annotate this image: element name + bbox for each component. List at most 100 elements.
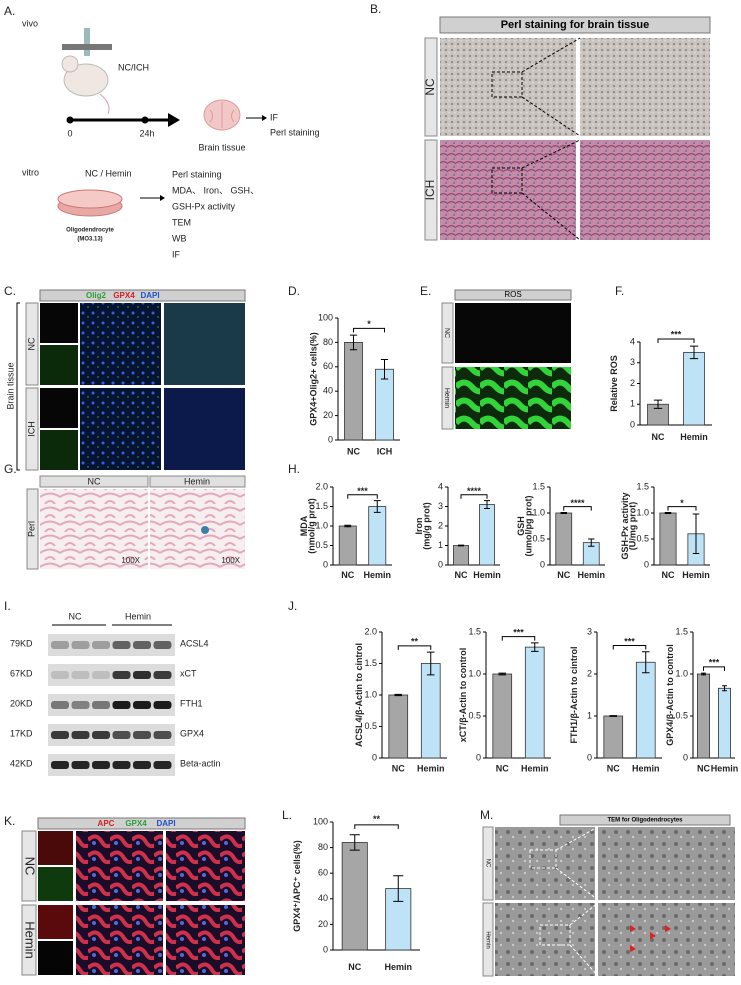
y-tick-label: 100 (318, 312, 333, 322)
time-label: 0 (67, 128, 72, 138)
x-tick-label: ICH (377, 446, 393, 456)
row-label: NC (484, 859, 490, 868)
panel-label: J. (288, 599, 297, 613)
row-label: ICH (26, 421, 36, 437)
bar (555, 512, 573, 566)
y-tick-label: 0 (630, 419, 635, 429)
blots (48, 634, 175, 776)
x-tick-label: NC (347, 446, 360, 456)
error-bar (664, 511, 672, 515)
y-axis-label: Iron (414, 518, 424, 535)
y-tick-label: 1.0 (468, 668, 481, 678)
stain-label: APC (98, 819, 115, 828)
row-box (21, 830, 37, 902)
row-box (26, 488, 39, 570)
y-tick-label: 1.5 (364, 658, 377, 668)
panel-label: I. (4, 599, 11, 613)
y-tick-label: 0 (683, 752, 688, 762)
column-box (39, 475, 149, 488)
image (580, 140, 710, 240)
bar (659, 512, 677, 566)
y-tick-label: 1.5 (636, 481, 649, 491)
significance-label: *** (624, 636, 635, 646)
image (40, 430, 78, 470)
error-bar (394, 693, 403, 697)
error-bar (426, 651, 435, 676)
bar (479, 504, 495, 566)
blot-band (92, 761, 110, 769)
y-tick-label: 0.5 (468, 710, 481, 720)
blot-band (51, 701, 69, 709)
x-tick-label: Hemin (711, 764, 739, 774)
y-tick-label: 2 (587, 668, 592, 678)
blot-band (71, 761, 90, 769)
column-label: NC (88, 476, 101, 486)
assay: IF (172, 249, 181, 259)
blot-strip (48, 754, 175, 776)
error-bar (701, 672, 706, 676)
error-bar (349, 334, 358, 351)
y-tick-label: 0.5 (315, 540, 328, 550)
scale-label: 100X (121, 556, 140, 565)
bar (344, 341, 363, 441)
title-bar (559, 814, 731, 826)
stain-label: GPX4 (125, 819, 147, 828)
image (598, 827, 735, 900)
error-bar (380, 358, 389, 380)
row-label: NC (443, 328, 450, 338)
y-tick-label: 20 (318, 919, 328, 929)
cell-label: Oligodendrocyte (66, 228, 114, 234)
y-tick-label: 0.5 (364, 721, 377, 731)
y-tick-label: 0 (372, 752, 377, 762)
row-label: ICH (423, 180, 437, 201)
bar (492, 673, 513, 759)
image (164, 303, 245, 385)
panel-label: E. (420, 284, 431, 298)
bar (603, 715, 624, 759)
blot-strip (48, 694, 175, 716)
error-bar (344, 524, 352, 528)
y-tick-label: 4 (438, 481, 443, 491)
size-label: 42KD (10, 758, 33, 768)
arrowheads (630, 925, 671, 952)
row-box (25, 302, 39, 386)
blot-band (51, 731, 69, 739)
assay: GSH-Px activity (172, 201, 236, 211)
image (76, 905, 163, 975)
panel-label: D. (288, 284, 300, 298)
error-bar (722, 685, 727, 692)
organ-label: Brain tissue (198, 142, 245, 152)
significance-bracket (563, 506, 592, 511)
x-tick-label: Hemin (577, 570, 605, 580)
image (166, 831, 245, 901)
blot-band (92, 671, 110, 679)
zoom-box (491, 37, 581, 241)
blot-band (153, 671, 172, 679)
blot-band (92, 701, 110, 709)
significance-label: *** (671, 329, 682, 339)
bar (338, 525, 357, 566)
brain-icon (203, 99, 241, 131)
blot-band (112, 671, 131, 679)
image (495, 903, 595, 976)
error-bar (609, 715, 618, 717)
blot-band (51, 641, 69, 649)
y-tick-label: 2 (630, 378, 635, 388)
y-tick-label: 0 (587, 752, 592, 762)
column-box (149, 475, 246, 488)
blot-band (112, 731, 131, 739)
x-tick-label: NC (455, 570, 468, 580)
size-label: 79KD (10, 638, 33, 648)
size-label: 20KD (10, 698, 33, 708)
blot-band (112, 761, 131, 769)
protein-label: ACSL4 (180, 638, 209, 648)
image (40, 303, 78, 343)
y-tick-label: 0 (323, 944, 328, 954)
panel-title: ROS (504, 290, 521, 299)
panel-title: Perl staining for brain tissue (501, 19, 650, 31)
zoom-box (529, 826, 599, 977)
image (40, 345, 78, 385)
image (38, 941, 73, 975)
panel-c: Olig2 GPX4 DAPI NC ICH Brain tissue (5, 289, 246, 471)
panel-i: NC Hemin 79KD 67KD 20KD 17KD 42KD ACSL4 … (10, 611, 221, 776)
